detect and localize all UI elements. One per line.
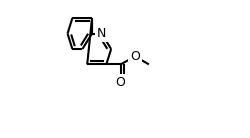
Text: O: O — [130, 50, 140, 63]
Text: O: O — [116, 76, 126, 89]
Text: N: N — [97, 27, 106, 40]
